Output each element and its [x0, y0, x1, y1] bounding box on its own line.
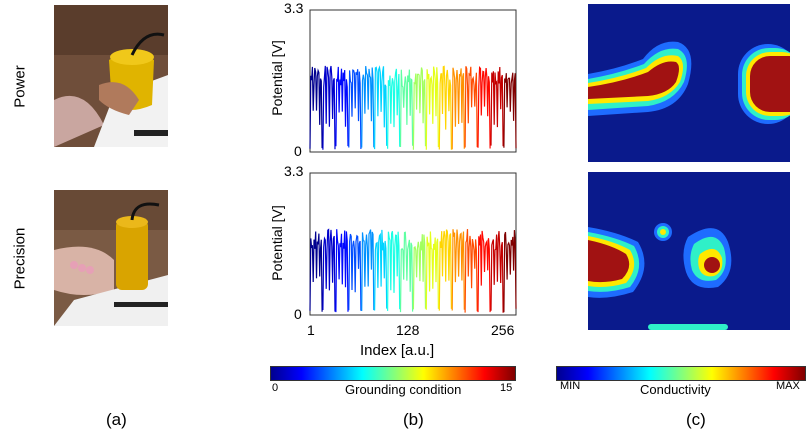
chart-bottom-series-11	[451, 229, 465, 311]
chart-bottom-series-8	[412, 234, 427, 310]
bottom-ylabel: Potential [V]	[269, 205, 285, 281]
chart-bottom-series-1	[322, 228, 336, 312]
top-ylabel: Potential [V]	[269, 40, 285, 116]
xtick-256: 256	[491, 322, 515, 338]
conductivity-colorbar	[556, 366, 806, 381]
chart-top-series-2	[335, 66, 349, 147]
chart-top-series-10	[438, 65, 452, 150]
chart-bottom-series-9	[425, 231, 439, 310]
grounding-colorbar	[270, 366, 516, 381]
chart-bottom-series-6	[387, 230, 401, 311]
chart-bottom-series-0	[309, 231, 323, 312]
bottom-ytick-min: 0	[294, 306, 302, 322]
chart-top-series-3	[348, 69, 362, 150]
chart-bottom-series-12	[464, 229, 478, 313]
chart-bottom-series-14	[490, 231, 504, 313]
chart-bottom-series-7	[399, 231, 414, 313]
chart-top-series-15	[503, 72, 517, 149]
chart-bottom-series-3	[348, 233, 362, 311]
bottom-ytick-max: 3.3	[284, 163, 304, 179]
chart-top-series-14	[490, 66, 504, 147]
conductivity-colorbar-max: MAX	[776, 380, 800, 392]
chart-bottom-series-5	[374, 229, 388, 311]
conductivity-map-power	[588, 4, 790, 162]
chart-bottom-series-15	[503, 230, 517, 313]
grounding-colorbar-min: 0	[272, 382, 279, 394]
chart-top-series-0	[309, 66, 323, 149]
chart-top-series-6	[387, 68, 401, 149]
photo-precision-grip	[54, 190, 168, 326]
xtick-1: 1	[307, 322, 315, 338]
chart-top-series-9	[425, 66, 439, 150]
panel-label-b: (b)	[403, 410, 424, 429]
chart-bottom-series-10	[438, 229, 452, 311]
conductivity-colorbar-min: MIN	[560, 380, 581, 392]
chart-top-series-4	[361, 66, 375, 148]
xlabel: Index [a.u.]	[360, 342, 435, 359]
chart-bottom-series-4	[361, 229, 375, 312]
panel-label-a: (a)	[106, 410, 127, 429]
chart-bottom-series-2	[335, 229, 349, 313]
chart-top-series-7	[399, 69, 414, 148]
chart-top-series-1	[322, 65, 336, 150]
chart-top-group	[309, 9, 517, 153]
grounding-colorbar-label: Grounding condition	[345, 382, 462, 397]
xtick-128: 128	[396, 322, 420, 338]
conductivity-map-precision	[588, 172, 790, 330]
grounding-colorbar-max: 15	[500, 382, 513, 394]
chart-top-series-5	[374, 65, 388, 150]
chart-top-series-8	[412, 67, 427, 150]
conductivity-colorbar-label: Conductivity	[640, 382, 711, 397]
chart-bottom-group	[309, 172, 517, 316]
chart-top-series-13	[477, 66, 491, 149]
chart-bottom-series-13	[477, 230, 491, 313]
top-ytick-max: 3.3	[284, 0, 304, 16]
panel-label-c: (c)	[686, 410, 706, 429]
photo-power-grip	[54, 5, 168, 147]
chart-top-series-12	[464, 66, 478, 148]
top-ytick-min: 0	[294, 143, 302, 159]
chart-top-series-11	[451, 67, 465, 150]
